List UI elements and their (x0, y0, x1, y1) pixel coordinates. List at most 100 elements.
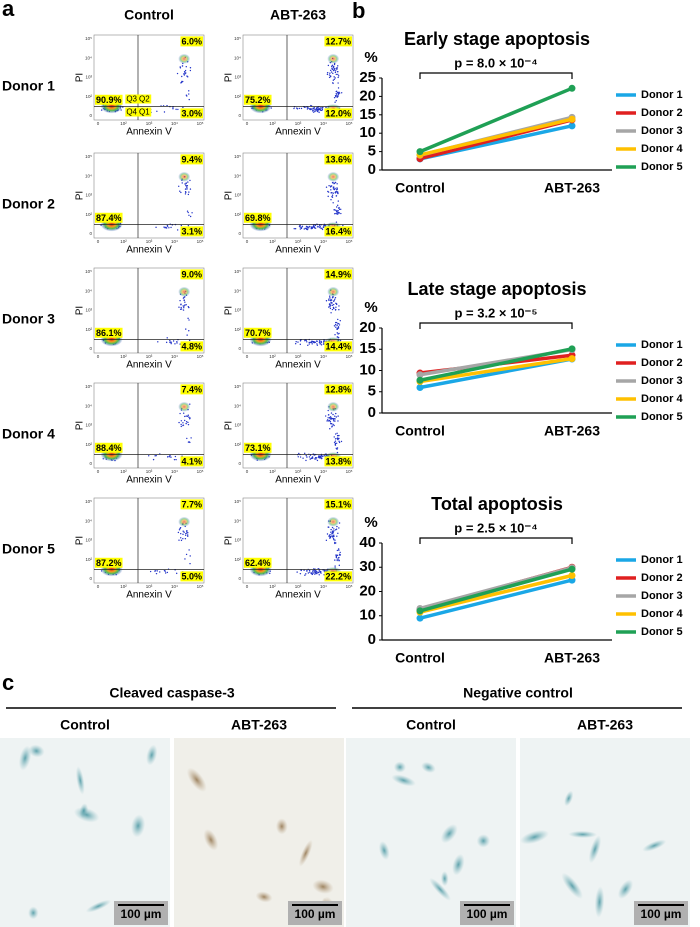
y-tick-label: 10⁵ (85, 36, 92, 41)
x-tick-label: 10⁵ (346, 121, 353, 126)
cell (75, 766, 85, 795)
event-dot (314, 224, 317, 227)
event-dot (184, 183, 186, 185)
q2-percent-bg (180, 499, 203, 510)
event-dot (166, 225, 169, 227)
event-dot (188, 339, 191, 342)
event-dot (191, 212, 193, 214)
event-dot (327, 420, 330, 422)
event-dot (337, 70, 339, 73)
event-dot (315, 458, 317, 460)
cell (298, 839, 313, 867)
event-dot (164, 227, 166, 229)
event-dot (338, 522, 341, 524)
x-tick-label: 0 (246, 239, 249, 244)
q4-percent-bg (95, 557, 123, 568)
event-dot (318, 574, 320, 576)
cell (561, 872, 583, 899)
x-tick-label: 10⁵ (197, 121, 204, 126)
q4-percent: 75.2% (245, 95, 271, 105)
density-core (327, 401, 340, 412)
event-dot (186, 95, 188, 97)
x-tick-label: 10³ (295, 584, 302, 589)
event-dot (333, 528, 335, 530)
event-dot (188, 319, 190, 321)
event-dot (310, 108, 312, 111)
q1-percent: 4.8% (181, 341, 202, 351)
event-dot (314, 458, 316, 460)
legend-label: Donor 5 (641, 626, 683, 638)
event-dot (185, 182, 187, 184)
event-dot (305, 454, 307, 457)
q2-percent: 12.8% (325, 384, 351, 394)
event-dot (331, 192, 333, 194)
group-title: Negative control (463, 685, 573, 701)
event-dot (182, 538, 184, 540)
q2-percent-bg (180, 36, 203, 47)
cell (440, 871, 449, 887)
quadrant-name-bg (125, 107, 139, 117)
event-dot (329, 416, 332, 418)
event-dot (334, 213, 336, 215)
event-dot (190, 437, 192, 439)
y-tick-label: 5 (368, 143, 376, 160)
donor-label: Donor 3 (2, 311, 55, 327)
event-dot (186, 437, 188, 440)
y-tick-label: 0 (238, 231, 241, 236)
event-dot (325, 539, 328, 542)
q4-percent: 90.9% (96, 95, 122, 105)
y-tick-label: 10⁵ (85, 154, 92, 159)
event-dot (336, 187, 338, 189)
y-tick-label: 20 (359, 582, 376, 599)
event-dot (334, 433, 337, 435)
x-axis-label: Annexin V (126, 127, 172, 138)
legend-label: Donor 4 (641, 143, 683, 155)
cell (186, 767, 207, 792)
y-tick-label: 0 (89, 231, 92, 236)
data-point (416, 384, 424, 391)
y-tick-label: 10² (85, 94, 92, 99)
cell (146, 744, 158, 766)
event-dot (338, 305, 340, 307)
event-dot (176, 342, 178, 344)
q1-percent: 13.8% (325, 456, 351, 466)
event-dot (155, 226, 157, 229)
event-dot (337, 318, 339, 321)
event-dot (159, 571, 161, 573)
data-point (568, 565, 576, 573)
x-axis-label: Annexin V (275, 245, 321, 256)
event-dot (325, 300, 328, 302)
event-dot (321, 455, 323, 457)
event-dot (179, 412, 181, 415)
q2-percent: 12.7% (325, 36, 351, 46)
event-dot (183, 307, 185, 309)
event-dot (312, 572, 314, 574)
q4-percent-bg (244, 557, 272, 568)
event-dot (299, 572, 302, 575)
x-tick-label: 0 (97, 354, 100, 359)
cell (440, 824, 458, 844)
event-dot (188, 306, 190, 309)
event-dot (181, 182, 183, 184)
event-dot (313, 109, 315, 111)
y-tick-label: 0 (89, 346, 92, 351)
event-dot (315, 110, 317, 112)
event-dot (183, 531, 185, 533)
y-tick-label: 10² (85, 327, 92, 332)
event-dot (188, 90, 190, 92)
event-dot (324, 415, 327, 417)
event-dot (330, 71, 333, 73)
event-dot (337, 211, 339, 214)
event-dot (311, 227, 313, 230)
legend-label: Donor 1 (641, 554, 683, 566)
event-dot (179, 67, 182, 69)
q1-percent-bg (324, 456, 352, 467)
y-tick-label: 40 (359, 534, 376, 551)
event-dot (334, 67, 336, 70)
event-dot (329, 75, 332, 77)
event-dot (307, 572, 310, 574)
x-axis-label: Annexin V (126, 245, 172, 256)
event-dot (182, 106, 184, 109)
q1-percent-bg (324, 341, 352, 352)
x-tick-label: 0 (246, 121, 249, 126)
